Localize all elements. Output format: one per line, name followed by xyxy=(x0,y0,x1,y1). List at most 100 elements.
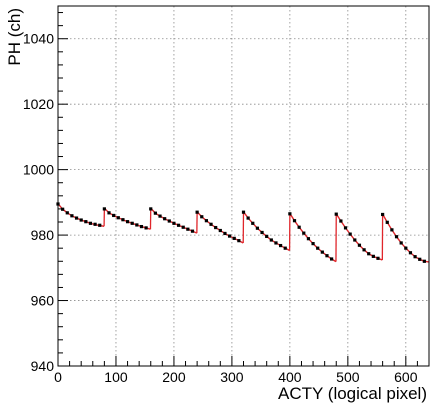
data-point xyxy=(343,226,348,230)
data-point xyxy=(316,246,320,250)
data-point xyxy=(255,226,260,230)
data-point xyxy=(227,234,232,238)
data-point xyxy=(139,224,144,229)
data-point xyxy=(144,226,148,230)
data-point xyxy=(181,225,185,229)
y-tick-label: 1020 xyxy=(23,96,54,112)
data-point xyxy=(371,254,375,258)
data-point xyxy=(79,218,83,222)
data-point xyxy=(292,219,297,223)
data-point xyxy=(297,225,301,229)
data-point xyxy=(330,257,334,261)
data-point xyxy=(121,218,125,222)
data-point xyxy=(107,211,111,215)
y-tick-label: 980 xyxy=(31,227,55,243)
data-point xyxy=(149,207,153,211)
data-point xyxy=(260,230,264,235)
data-point xyxy=(200,215,204,219)
data-point xyxy=(376,256,380,260)
fit-segment xyxy=(242,211,290,252)
x-axis-title: ACTY (logical pixel) xyxy=(278,384,427,403)
data-point xyxy=(102,207,106,211)
data-point xyxy=(172,221,176,225)
data-point xyxy=(269,238,273,242)
data-point xyxy=(302,231,306,235)
data-point xyxy=(93,222,97,226)
data-point xyxy=(195,210,199,214)
data-point xyxy=(218,228,222,233)
plot-frame xyxy=(57,5,430,367)
y-tick-label: 1000 xyxy=(23,162,54,178)
data-point xyxy=(163,217,167,221)
fit-segment xyxy=(150,207,198,234)
x-tick-label: 400 xyxy=(278,369,302,385)
data-point xyxy=(65,211,69,215)
data-point xyxy=(84,220,88,224)
data-point xyxy=(130,221,134,225)
data-point xyxy=(418,257,422,261)
fit-segment xyxy=(196,211,244,244)
data-point xyxy=(288,212,292,216)
grid-lines xyxy=(58,6,429,366)
data-point xyxy=(390,228,394,232)
data-point xyxy=(404,246,408,250)
data-point xyxy=(135,223,139,227)
data-point xyxy=(112,213,116,218)
data-point xyxy=(311,242,315,246)
x-tick-label: 0 xyxy=(54,369,62,385)
data-point xyxy=(251,221,255,225)
data-point xyxy=(209,222,213,226)
y-tick-label: 940 xyxy=(31,358,55,374)
data-point xyxy=(153,211,157,215)
data-point xyxy=(394,235,399,239)
data-point xyxy=(306,237,311,241)
data-point xyxy=(339,219,343,223)
data-point xyxy=(279,243,283,248)
data-point xyxy=(158,214,162,218)
data-point xyxy=(237,239,241,243)
x-tick-label: 300 xyxy=(220,369,244,385)
data-point xyxy=(116,216,120,220)
data-point xyxy=(348,232,352,236)
fit-segment xyxy=(57,203,105,227)
data-point xyxy=(325,254,329,258)
data-point xyxy=(399,241,403,245)
data-point xyxy=(265,234,269,238)
data-point xyxy=(70,214,74,218)
data-point xyxy=(274,241,278,245)
y-tick-label: 960 xyxy=(31,293,55,309)
data-point xyxy=(385,220,389,224)
x-tick-label: 500 xyxy=(336,369,360,385)
data-point xyxy=(186,227,190,231)
data-point xyxy=(167,219,171,223)
fit-segment xyxy=(289,213,337,263)
data-point xyxy=(408,251,413,255)
data-point xyxy=(204,219,208,223)
data-point xyxy=(176,223,181,227)
data-point xyxy=(283,246,287,250)
data-point xyxy=(362,248,366,252)
data-points xyxy=(56,202,426,263)
data-point xyxy=(367,252,371,256)
data-point xyxy=(190,229,195,233)
fit-segment xyxy=(103,207,151,230)
data-point xyxy=(334,212,338,216)
data-point xyxy=(357,243,362,247)
y-axis-title: PH (ch) xyxy=(5,8,24,66)
data-point xyxy=(246,216,250,220)
data-point xyxy=(413,255,417,259)
data-point xyxy=(241,210,246,214)
data-point xyxy=(214,225,218,230)
data-point xyxy=(422,259,426,263)
y-tick-label: 1040 xyxy=(23,31,54,47)
data-point xyxy=(320,250,324,254)
data-point xyxy=(381,212,385,217)
x-axis-ticks: 0 100 200 300 400 500 600 xyxy=(54,356,430,385)
data-point xyxy=(74,216,79,220)
data-point xyxy=(125,220,130,224)
data-point xyxy=(232,236,236,240)
fit-segment xyxy=(335,213,383,261)
data-point xyxy=(223,231,227,236)
data-point xyxy=(88,221,93,225)
